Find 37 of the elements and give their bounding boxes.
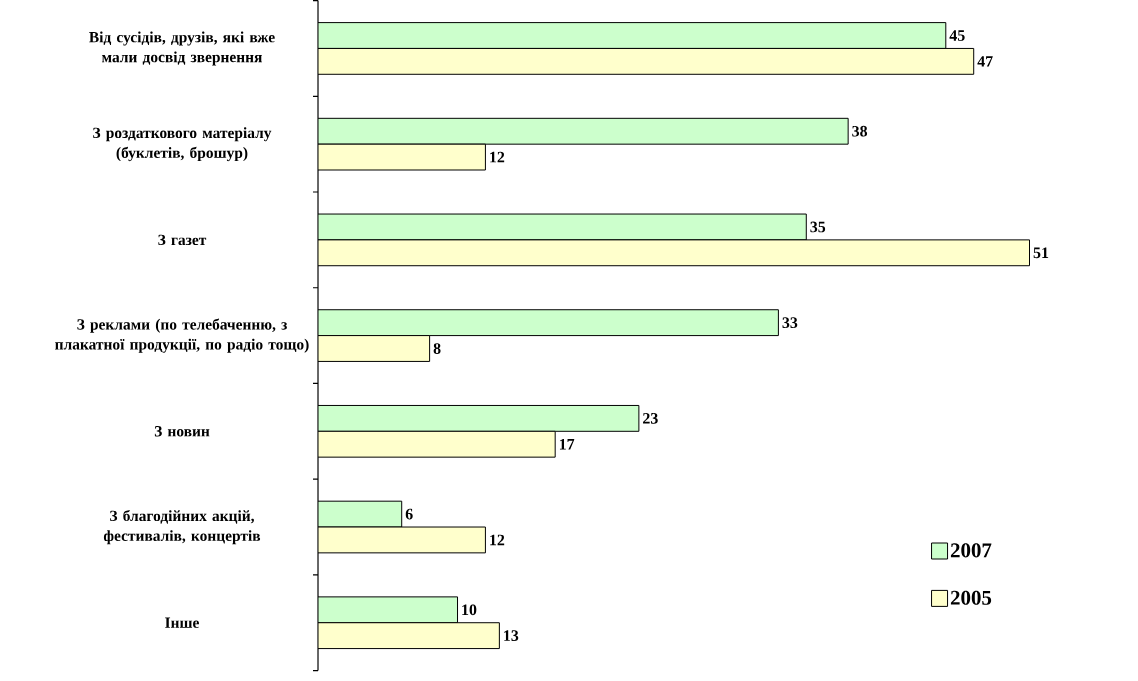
data-label: 13 bbox=[504, 630, 519, 642]
bar bbox=[318, 405, 640, 433]
y-tick-label: З реклами (по телебаченню, з плакатної продукції, по радіо тощо) bbox=[55, 318, 309, 353]
bar bbox=[318, 622, 500, 650]
bar bbox=[318, 239, 1031, 267]
data-label: 47 bbox=[977, 56, 993, 67]
legend-label: 2005 bbox=[950, 590, 992, 606]
data-label: 23 bbox=[643, 413, 658, 424]
bar bbox=[318, 335, 431, 363]
data-label: 38 bbox=[852, 126, 868, 137]
y-tick-label: З газет bbox=[158, 234, 207, 246]
bar bbox=[318, 118, 849, 145]
bar bbox=[318, 213, 807, 241]
bar bbox=[318, 500, 403, 528]
bar bbox=[318, 143, 486, 171]
y-tick-label: З благодійних акцій, фестивалів, концертів bbox=[103, 510, 261, 545]
data-label: 12 bbox=[490, 534, 505, 546]
y-tick-label: З роздаткового матеріалу (буклетів, брошур) bbox=[93, 127, 272, 162]
data-label: 45 bbox=[949, 30, 965, 42]
bar bbox=[318, 596, 459, 624]
data-label: 51 bbox=[1033, 247, 1049, 259]
data-label: 33 bbox=[782, 317, 798, 329]
data-label: 8 bbox=[433, 343, 441, 355]
legend-label: 2007 bbox=[950, 543, 992, 558]
data-label: 35 bbox=[810, 221, 826, 233]
data-label: 6 bbox=[405, 508, 413, 520]
y-tick-label: Від сусідів, друзів, які вже мали досвід звернення bbox=[89, 31, 275, 66]
data-label: 12 bbox=[490, 152, 505, 163]
y-tick-label: Інше bbox=[165, 617, 199, 629]
bar bbox=[318, 48, 975, 75]
bar bbox=[318, 431, 556, 458]
bar bbox=[318, 526, 486, 554]
bar bbox=[318, 309, 779, 337]
y-tick-label: З новин bbox=[154, 426, 210, 437]
data-label: 17 bbox=[559, 439, 575, 450]
bar bbox=[318, 22, 947, 50]
data-label: 10 bbox=[462, 604, 477, 616]
